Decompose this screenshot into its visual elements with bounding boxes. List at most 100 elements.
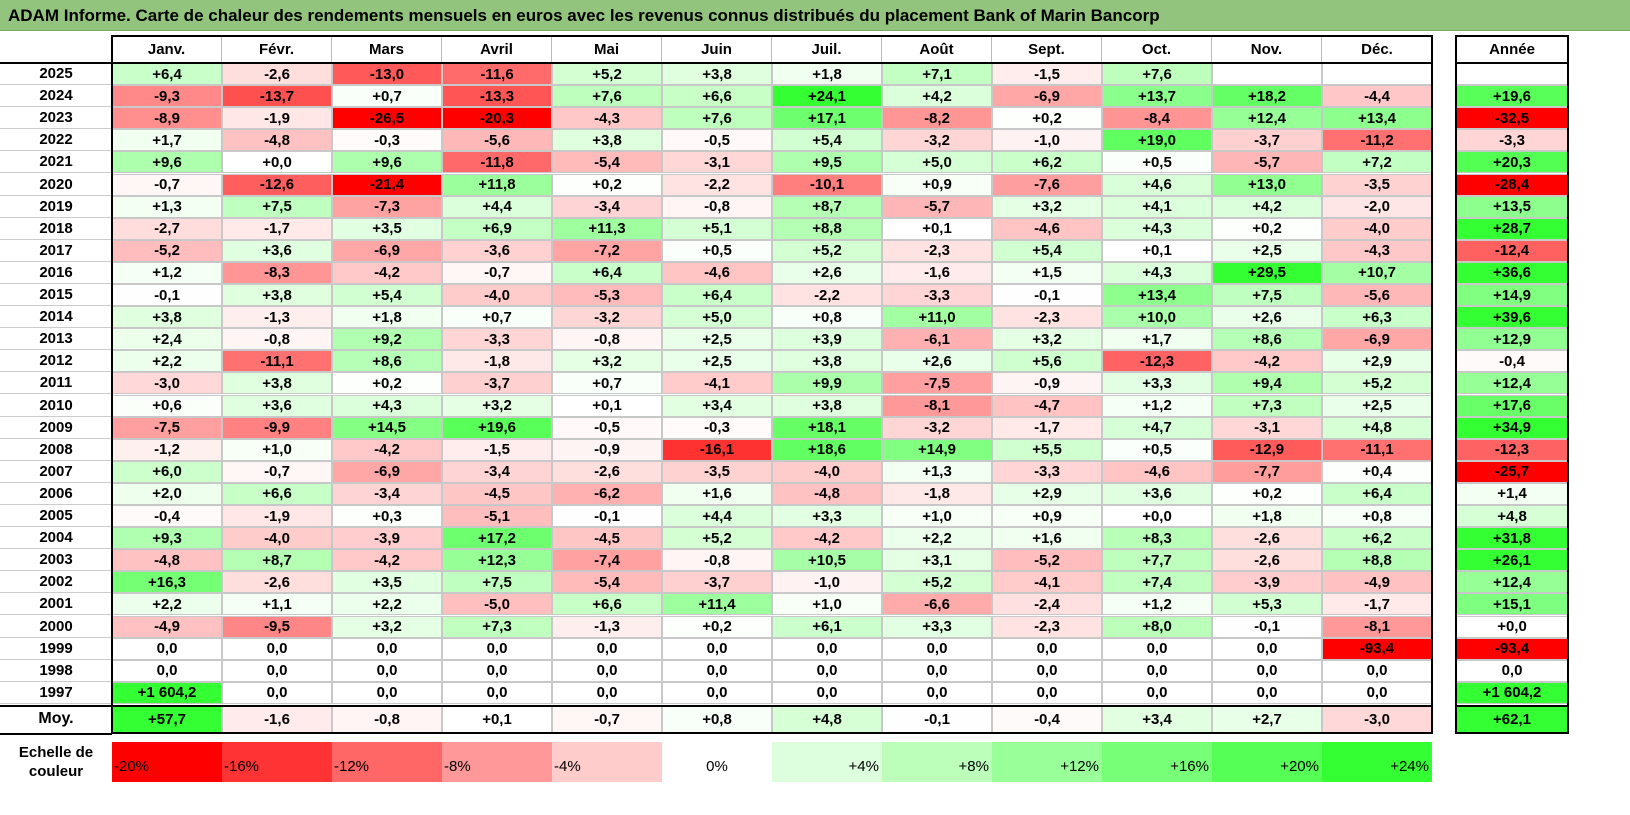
heatmap-cell: +5,2 <box>772 239 882 262</box>
annual-cell: +26,1 <box>1456 549 1568 572</box>
color-scale-swatch: 0% <box>662 742 772 782</box>
heatmap-cell: +14,9 <box>882 438 992 461</box>
heatmap-cell: +4,7 <box>1102 416 1212 439</box>
annual-cell: +1,4 <box>1456 482 1568 505</box>
heatmap-cell: -3,6 <box>442 239 552 262</box>
heatmap-cell: +0,2 <box>1212 217 1322 240</box>
heatmap-cell: -5,6 <box>1322 284 1432 307</box>
heatmap-cell: 0,0 <box>552 637 662 660</box>
heatmap-cell: -4,6 <box>1102 460 1212 483</box>
heatmap-cell: -5,6 <box>442 129 552 152</box>
heatmap-cell: -5,2 <box>112 239 222 262</box>
annual-cell: +34,9 <box>1456 416 1568 439</box>
heatmap-cell: +7,7 <box>1102 549 1212 572</box>
heatmap-cell: -0,9 <box>552 438 662 461</box>
heatmap-cell: 0,0 <box>992 659 1102 682</box>
heatmap-cell: 0,0 <box>992 637 1102 660</box>
heatmap-cell: -3,3 <box>992 460 1102 483</box>
year-label: 2000 <box>0 616 112 638</box>
heatmap-cell: 0,0 <box>222 637 332 660</box>
heatmap-cell: -3,7 <box>442 372 552 395</box>
heatmap-cell: -0,7 <box>222 460 332 483</box>
year-label: 2019 <box>0 196 112 218</box>
average-cell: +0,8 <box>662 705 772 733</box>
annual-cell: -93,4 <box>1456 637 1568 660</box>
year-label: 2015 <box>0 284 112 307</box>
year-label: 2023 <box>0 107 112 130</box>
heatmap-cell: +2,6 <box>882 350 992 373</box>
heatmap-cell: +3,3 <box>1102 372 1212 395</box>
chart-title: ADAM Informe. Carte de chaleur des rende… <box>8 6 1160 25</box>
heatmap-cell: -6,1 <box>882 328 992 351</box>
annual-cell: +39,6 <box>1456 306 1568 329</box>
heatmap-cell: -3,3 <box>882 284 992 307</box>
heatmap-cell: -4,2 <box>1212 350 1322 373</box>
heatmap-cell: -5,4 <box>552 151 662 174</box>
heatmap-cell: -7,3 <box>332 195 442 218</box>
heatmap-cell: +0,7 <box>332 85 442 108</box>
heatmap-cell: -0,3 <box>332 129 442 152</box>
heatmap-cell: -3,5 <box>1322 173 1432 196</box>
heatmap-cell: -6,9 <box>1322 328 1432 351</box>
heatmap-cell: -1,5 <box>442 438 552 461</box>
heatmap-cell: -1,7 <box>992 416 1102 439</box>
heatmap-cell: +7,6 <box>552 85 662 108</box>
heatmap-cell: -2,2 <box>662 173 772 196</box>
heatmap-cell: +0,9 <box>992 505 1102 528</box>
heatmap-cell <box>1322 63 1432 86</box>
heatmap-cell: +5,3 <box>1212 593 1322 616</box>
heatmap-cell: -4,9 <box>1322 571 1432 594</box>
heatmap-cell: +6,4 <box>1322 482 1432 505</box>
heatmap-cell: -4,0 <box>442 284 552 307</box>
heatmap-cell: -0,8 <box>552 328 662 351</box>
year-label: 2017 <box>0 240 112 262</box>
heatmap-cell: +5,2 <box>662 527 772 550</box>
heatmap-cell: 0,0 <box>1322 681 1432 704</box>
average-cell: +3,4 <box>1102 705 1212 733</box>
column-header: Sept. <box>992 36 1102 62</box>
heatmap-cell: +3,3 <box>882 615 992 638</box>
heatmap-cell: +3,2 <box>992 195 1102 218</box>
heatmap-cell: +6,6 <box>222 482 332 505</box>
heatmap-cell: -2,6 <box>1212 549 1322 572</box>
heatmap-cell: -3,3 <box>442 328 552 351</box>
heatmap-cell: +3,6 <box>222 394 332 417</box>
heatmap-cell: -5,3 <box>552 284 662 307</box>
heatmap-cell: +8,7 <box>222 549 332 572</box>
heatmap-cell: 0,0 <box>662 637 772 660</box>
heatmap-cell: -1,2 <box>112 438 222 461</box>
heatmap-cell: +13,0 <box>1212 173 1322 196</box>
average-cell: -0,4 <box>992 705 1102 733</box>
heatmap-cell: -2,6 <box>552 460 662 483</box>
heatmap-cell: 0,0 <box>772 681 882 704</box>
average-cell: +57,7 <box>112 705 222 733</box>
heatmap-cell: +1,0 <box>882 505 992 528</box>
column-header: Mai <box>552 36 662 62</box>
heatmap-cell: -7,5 <box>882 372 992 395</box>
heatmap-cell: -0,9 <box>992 372 1102 395</box>
year-label: 2014 <box>0 306 112 329</box>
heatmap-cell: -3,5 <box>662 460 772 483</box>
heatmap-cell: +10,5 <box>772 549 882 572</box>
heatmap-cell: 0,0 <box>552 681 662 704</box>
column-header: Juil. <box>772 36 882 62</box>
heatmap-cell: +3,1 <box>882 549 992 572</box>
heatmap-cell: +3,8 <box>222 372 332 395</box>
heatmap-cell: +6,2 <box>1322 527 1432 550</box>
heatmap-cell: -7,4 <box>552 549 662 572</box>
heatmap-cell: +2,6 <box>772 261 882 284</box>
heatmap-cell: -4,1 <box>662 372 772 395</box>
heatmap-cell: -7,6 <box>992 173 1102 196</box>
average-annual-cell: +62,1 <box>1456 705 1568 733</box>
heatmap-cell: +0,1 <box>552 394 662 417</box>
year-label: 2008 <box>0 439 112 461</box>
year-label: 2007 <box>0 461 112 483</box>
color-scale-swatch: +8% <box>882 742 992 782</box>
year-label: 2001 <box>0 593 112 616</box>
heatmap-cell: +16,3 <box>112 571 222 594</box>
heatmap-cell: -7,2 <box>552 239 662 262</box>
heatmap-cell: +5,5 <box>992 438 1102 461</box>
heatmap-cell: +9,9 <box>772 372 882 395</box>
heatmap-cell: +3,5 <box>332 217 442 240</box>
heatmap-cell: -4,5 <box>552 527 662 550</box>
